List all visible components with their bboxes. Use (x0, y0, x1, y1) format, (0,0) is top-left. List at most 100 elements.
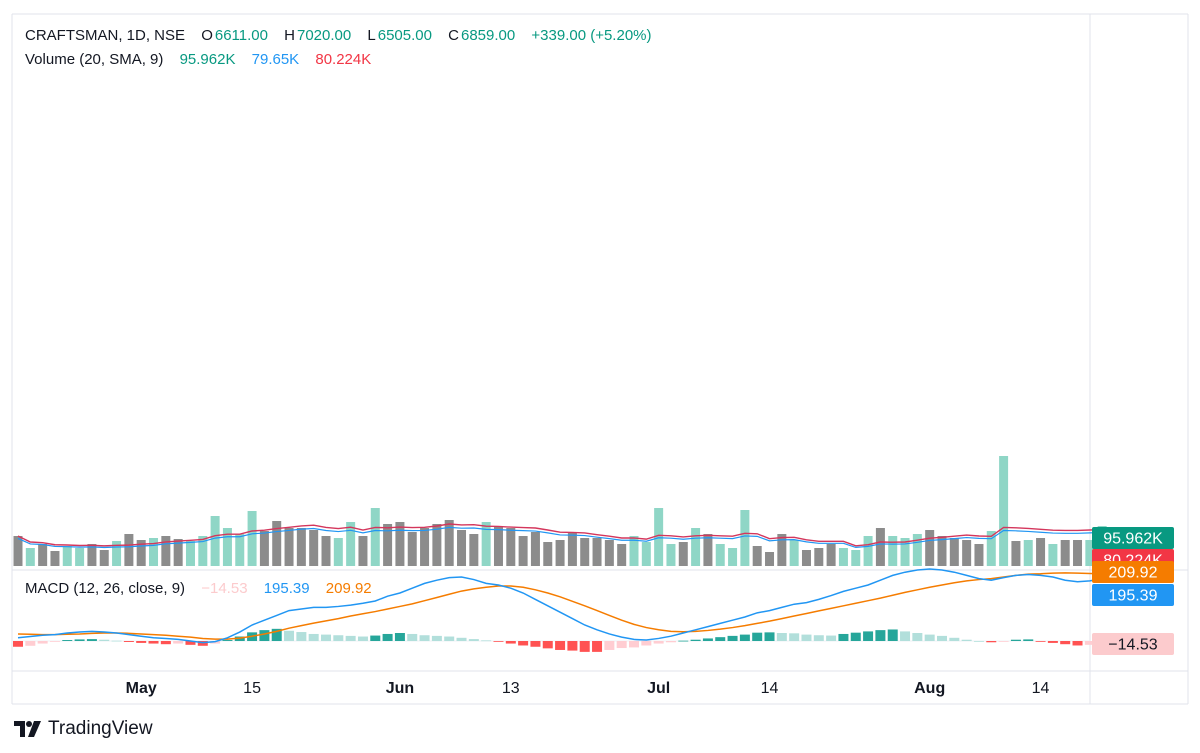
volume-bar (444, 520, 454, 566)
tradingview-logo[interactable]: TradingView (14, 718, 153, 740)
macd-histogram-bar (838, 633, 849, 641)
volume-sma-line (17, 523, 1103, 547)
macd-histogram-bar (296, 632, 307, 641)
macd-signal-line (17, 572, 1103, 640)
open-label: O (201, 27, 213, 44)
volume-bar (1023, 540, 1033, 566)
volume-value-3: 80.224K (315, 51, 372, 68)
macd-histogram-bar (25, 641, 36, 646)
macd-histogram-bar (937, 635, 947, 641)
volume-bar (407, 532, 417, 566)
macd-histogram-bar (394, 633, 405, 641)
macd-histogram-bar (160, 641, 171, 645)
macd-histogram-bar (924, 634, 935, 641)
macd-histogram-bar (1010, 639, 1021, 641)
volume-bar (1085, 540, 1095, 566)
macd-histogram-bar (493, 641, 504, 642)
volume-bar (826, 544, 836, 566)
macd-histogram-bar (505, 641, 516, 644)
volume-bar (530, 532, 540, 566)
volume-bar (457, 530, 467, 566)
volume-bar (1011, 541, 1021, 566)
time-tick-label: 14 (761, 680, 779, 697)
macd-histogram-bar (37, 641, 48, 644)
time-tick-label: Jun (386, 680, 414, 697)
macd-histogram-bar (752, 632, 763, 641)
macd-histogram-bar (13, 641, 23, 647)
macd-histogram-bar (1072, 641, 1083, 646)
volume-label[interactable]: Volume (20, SMA, 9) (25, 51, 164, 68)
macd-histogram-bar (111, 640, 122, 642)
volume-bar (358, 536, 368, 566)
volume-bar (604, 540, 614, 566)
volume-bar (752, 546, 762, 566)
volume-bar (728, 548, 738, 566)
volume-bar (654, 508, 664, 566)
macd-histogram-bar (1084, 641, 1095, 645)
change-value: +339.00 (+5.20%) (531, 27, 652, 44)
macd-histogram-bar (567, 641, 578, 651)
macd-histogram-bar (604, 641, 615, 650)
volume-bar (518, 536, 528, 566)
macd-histogram-bar (419, 635, 430, 641)
macd-histogram-bar (259, 630, 270, 641)
macd-histogram-bar (653, 641, 664, 644)
macd-hist-value: −14.53 (201, 580, 248, 597)
grid-layer (11, 13, 1189, 705)
macd-histogram-bar (875, 630, 886, 641)
macd-hist-tag: −14.53 (1092, 633, 1174, 655)
volume-bar (567, 532, 577, 566)
volume-bar (198, 536, 208, 566)
volume-bar (703, 534, 713, 566)
volume-bar (1048, 544, 1058, 566)
volume-bar (580, 538, 590, 566)
macd-histogram-bar (308, 633, 319, 641)
macd-signal-tag: 209.92 (1092, 561, 1174, 583)
volume-bar (99, 550, 109, 566)
volume-value-tag: 95.962K (1092, 527, 1174, 549)
macd-histogram-bar (789, 633, 800, 641)
macd-histogram-bar (86, 639, 97, 641)
volume-value-2: 79.65K (251, 51, 300, 68)
volume-bar (814, 548, 824, 566)
volume-bar (851, 550, 861, 566)
volume-bar (888, 536, 898, 566)
macd-histogram-bar (961, 639, 972, 641)
macd-histogram-bar (49, 641, 60, 642)
macd-histogram-bar (542, 641, 553, 649)
macd-histogram-bar (739, 634, 750, 641)
volume-bar (272, 521, 282, 566)
macd-histogram-bar (801, 634, 812, 641)
close-label: C (448, 27, 459, 44)
macd-line-value: 195.39 (263, 580, 310, 597)
macd-histogram-bar (678, 640, 689, 642)
volume-bar (666, 544, 676, 566)
volume-bar (962, 540, 972, 566)
symbol-label[interactable]: CRAFTSMAN, 1D, NSE (25, 27, 186, 44)
macd-histogram-bar (271, 628, 282, 641)
macd-histogram-bar (665, 641, 676, 643)
volume-bar (691, 528, 701, 566)
macd-histogram-bar (986, 641, 997, 643)
macd-line-tag-bg (1092, 584, 1174, 606)
volume-value-1: 95.962K (179, 51, 236, 68)
volume-bar (481, 522, 491, 566)
volume-bar (912, 534, 922, 566)
volume-bar (136, 540, 146, 566)
time-tick-label: Aug (914, 680, 945, 697)
macd-histogram-bar (1060, 641, 1071, 645)
macd-label[interactable]: MACD (12, 26, close, 9) (25, 580, 186, 597)
macd-histogram-bar (1047, 641, 1058, 643)
macd-histogram-bar (197, 641, 208, 646)
macd-histogram-bar (357, 636, 368, 641)
volume-bar (309, 530, 319, 566)
macd-histogram-bar (616, 641, 627, 649)
macd-histogram-bar (407, 633, 418, 641)
volume-bar (247, 511, 257, 566)
volume-bar (740, 510, 750, 566)
volume-bar (296, 528, 306, 566)
time-tick-label: 13 (502, 680, 520, 697)
volume-bar (555, 540, 565, 566)
volume-bar (1036, 538, 1046, 566)
